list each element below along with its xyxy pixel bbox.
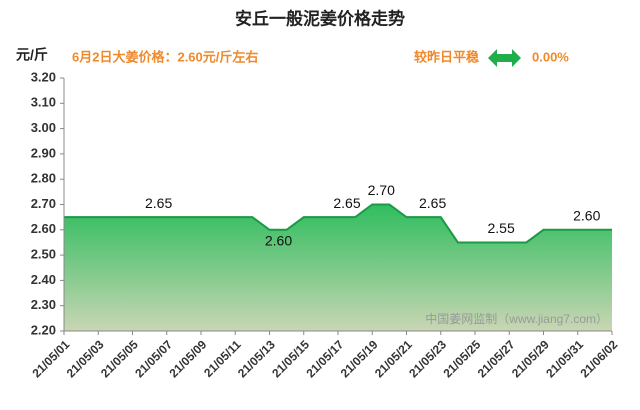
y-tick-label: 2.90: [31, 145, 56, 160]
flat-arrow-icon: [488, 49, 521, 67]
change-value: 0.00%: [532, 49, 569, 64]
y-tick-label: 3.00: [31, 120, 56, 135]
y-tick-label: 2.50: [31, 247, 56, 262]
watermark: 中国姜网监制（www.jiang7.com）: [425, 311, 608, 326]
y-tick-label: 2.40: [31, 272, 56, 287]
value-label: 2.65: [145, 195, 172, 211]
chart-title: 安丘一般泥姜价格走势: [235, 8, 405, 28]
value-label: 2.70: [368, 182, 395, 198]
y-axis-unit: 元/斤: [16, 47, 48, 63]
x-tick-label: 21/06/02: [577, 337, 620, 380]
price-note: 6月2日大姜价格：2.60元/斤左右: [72, 49, 258, 64]
y-tick-label: 2.70: [31, 196, 56, 211]
y-tick-label: 2.30: [31, 297, 56, 312]
plot-area: 2.20 2.30 2.40 2.50 2.60 2.70 2.80 2.90 3.00 3.10…: [29, 69, 620, 380]
x-tick-label: 21/05/09: [166, 337, 209, 380]
value-label: 2.65: [419, 195, 446, 211]
y-tick-label: 3.20: [31, 69, 56, 84]
value-label: 2.60: [265, 233, 292, 249]
change-note: 较昨日平稳: [414, 49, 479, 64]
value-label: 2.55: [488, 220, 515, 236]
line: [64, 203, 612, 244]
y-tick-label: 3.10: [31, 95, 56, 110]
y-tick-label: 2.80: [31, 171, 56, 186]
value-label: 2.65: [333, 195, 360, 211]
value-label: 2.60: [573, 208, 600, 224]
y-tick-label: 2.20: [31, 322, 56, 337]
y-tick-label: 2.60: [31, 221, 56, 236]
area: [64, 204, 612, 331]
